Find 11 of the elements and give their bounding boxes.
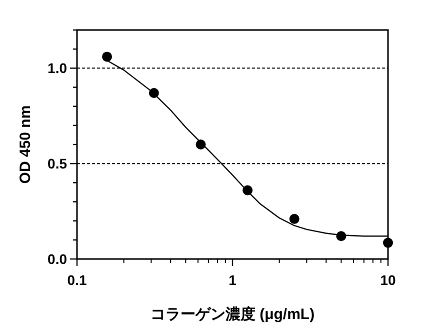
point [289, 214, 300, 224]
y-tick-label: 0.5 [48, 156, 68, 172]
x-tick-label: 0.1 [67, 272, 87, 288]
x-tick-label: 10 [380, 272, 396, 288]
y-axis-title: OD 450 nm [17, 105, 34, 184]
x-axis-title: コラーゲン濃度 (μg/mL) [150, 305, 315, 323]
point [383, 238, 393, 248]
y-tick-label: 1.0 [48, 60, 68, 76]
y-tick-label: 0.0 [48, 251, 68, 267]
point [102, 52, 112, 62]
x-tick-label: 1 [228, 272, 237, 288]
